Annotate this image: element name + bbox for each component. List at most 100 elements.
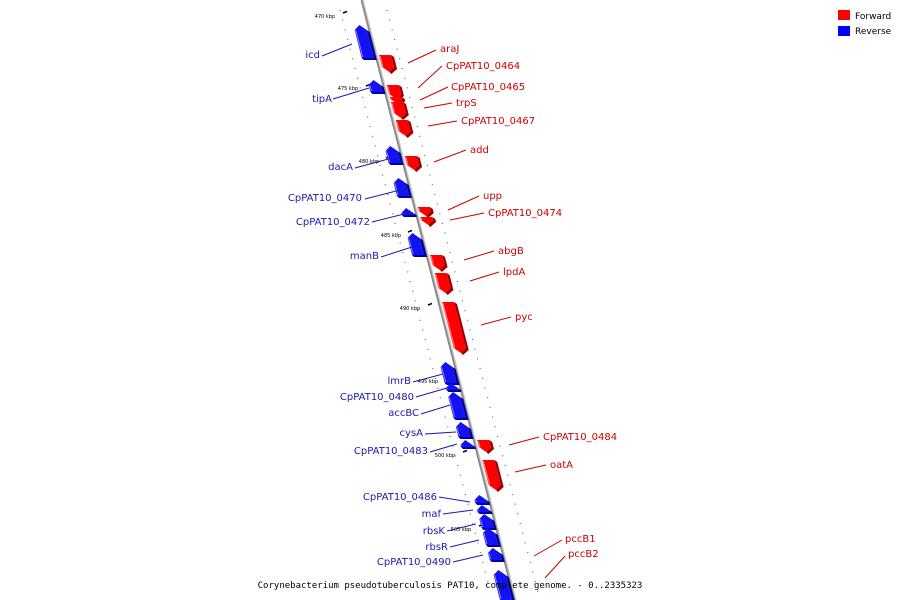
reverse-gene-arrow [440,362,460,385]
label-leader-line [321,43,353,57]
reverse-guide-line [339,9,491,591]
gene-label: dacA [328,162,353,173]
gene-label: maf [422,509,442,520]
kbp-tick-label: 485 kbp [381,233,401,239]
reverse-gene-arrow [488,548,505,562]
gene-label: rbsR [425,542,448,553]
label-leader-line [514,464,547,473]
gene-label: manB [350,251,379,262]
gene-label: lpdA [503,267,525,278]
label-leader-line [354,157,393,169]
forward-gene-arrow [417,207,434,218]
label-leader-line [407,49,437,64]
label-leader-line [420,404,451,415]
reverse-gene-arrow [474,495,491,505]
label-leader-line [544,555,566,579]
label-leader-line [380,245,416,258]
forward-gene-arrow [442,302,469,355]
kbp-tick-label: 495 kbp [418,379,438,385]
label-leader-line [446,523,477,532]
gene-label: CpPAT10_0483 [354,446,428,457]
label-leader-line [449,539,480,548]
legend-forward-label: Forward [855,12,891,22]
gene-label: CpPAT10_0465 [451,82,525,93]
gene-label: CpPAT10_0474 [488,208,562,219]
gene-label: CpPAT10_0467 [461,116,535,127]
forward-gene-arrow [477,440,494,454]
kbp-tick-mark [427,302,433,306]
forward-gene-arrow [391,102,409,120]
label-leader-line [415,387,448,398]
gene-label: trpS [456,98,477,109]
gene-label: cysA [400,428,424,439]
reverse-gene-arrow [354,25,377,60]
gene-label: upp [483,191,502,202]
gene-label: CpPAT10_0472 [296,217,370,228]
label-leader-line [427,120,458,127]
legend-reverse-swatch [838,26,850,36]
forward-gene-arrow [420,217,437,227]
kbp-tick-mark [342,10,348,14]
gene-label: abgB [498,246,524,257]
gene-label: pccB1 [565,534,596,545]
gene-label: tipA [312,94,332,105]
label-leader-line [412,373,444,383]
label-leader-line [449,212,485,221]
reverse-gene-arrow [493,570,515,600]
genome-backbone [360,0,517,600]
gene-label: icd [305,50,320,61]
forward-gene-arrow [404,156,423,172]
reverse-gene-arrow [393,178,412,198]
reverse-gene-arrow [368,80,386,94]
label-leader-line [480,316,512,326]
kbp-tick-mark [462,449,468,453]
label-leaders [321,43,566,579]
label-leader-line [364,189,401,200]
gene-label: CpPAT10_0480 [340,392,414,403]
label-leader-line [419,86,449,101]
label-leader-line [463,250,495,261]
kbp-tick-label: 470 kbp [315,14,335,20]
label-leader-line [371,212,409,223]
gene-label: CpPAT10_0486 [363,492,437,503]
gene-label: CpPAT10_0490 [377,557,451,568]
reverse-gene-arrow [448,392,469,420]
reverse-gene-arrow [455,422,474,439]
kbp-tick-label: 480 kbp [359,159,379,165]
label-leader-line [452,554,484,563]
label-leader-line [447,195,480,211]
kbp-tick-mark [407,229,413,233]
gene-label: pccB2 [568,549,599,560]
gene-label: CpPAT10_0484 [543,432,617,443]
label-leader-line [533,539,563,557]
reverse-gene-arrow [477,505,493,514]
gene-label: accBC [388,408,419,419]
forward-gene-arrow [379,55,398,74]
kbp-tick-label: 490 kbp [400,306,420,312]
gene-label: pyc [515,312,533,323]
label-leader-line [332,87,370,100]
kbp-tick-label: 500 kbp [435,453,455,459]
label-leader-line [508,436,540,446]
legend-reverse-label: Reverse [855,27,892,37]
forward-gene-arrow [395,120,414,138]
label-leader-line [424,431,457,435]
gene-label: add [470,145,489,156]
label-leader-line [417,65,443,89]
forward-gene-arrow [434,273,454,295]
forward-gene-arrow [482,460,504,492]
label-leader-line [433,149,467,163]
reverse-gene-arrow [401,208,417,217]
gene-label: CpPAT10_0464 [446,61,520,72]
label-leader-line [429,443,458,453]
gene-label: oatA [550,460,573,471]
gene-label: rbsK [423,526,446,537]
forward-gene-arrow [430,255,448,272]
label-leader-line [469,271,500,282]
legend-forward-swatch [838,10,850,20]
gene-label: lmrB [388,376,412,387]
reverse-gene-arrow [460,440,476,449]
reverse-gene-arrow [482,528,501,547]
gene-labels: araJ CpPAT10_0464 CpPAT10_0465 trpS CpPAT10_… [288,44,617,568]
